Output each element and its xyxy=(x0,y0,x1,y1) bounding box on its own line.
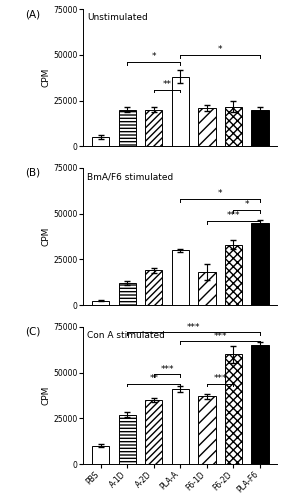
Text: ***: *** xyxy=(227,212,240,220)
Y-axis label: CPM: CPM xyxy=(42,386,51,405)
Bar xyxy=(198,272,216,305)
Text: **: ** xyxy=(163,80,171,89)
Bar xyxy=(251,345,269,464)
Bar xyxy=(172,76,189,146)
Bar xyxy=(225,245,242,305)
Bar xyxy=(92,446,110,464)
Bar xyxy=(225,107,242,146)
Text: (C): (C) xyxy=(25,327,41,337)
Text: ***: *** xyxy=(213,374,227,383)
Bar xyxy=(119,414,136,464)
Text: *: * xyxy=(245,200,249,209)
Bar xyxy=(225,354,242,464)
Bar xyxy=(251,110,269,146)
Bar xyxy=(92,137,110,146)
Bar xyxy=(198,396,216,464)
Text: *: * xyxy=(218,190,222,198)
Text: BmA/F6 stimulated: BmA/F6 stimulated xyxy=(87,172,173,181)
Text: (B): (B) xyxy=(25,168,41,178)
Y-axis label: CPM: CPM xyxy=(42,227,51,246)
Text: ***: *** xyxy=(160,364,174,374)
Text: *: * xyxy=(152,52,156,62)
Text: Unstimulated: Unstimulated xyxy=(87,13,148,22)
Bar xyxy=(251,223,269,305)
Text: *: * xyxy=(218,45,222,54)
Bar xyxy=(119,283,136,305)
Text: ***: *** xyxy=(213,332,227,340)
Bar xyxy=(92,300,110,305)
Bar xyxy=(145,270,162,305)
Bar xyxy=(119,110,136,146)
Text: ***: *** xyxy=(187,322,200,332)
Text: **: ** xyxy=(149,374,158,383)
Text: Con A stimulated: Con A stimulated xyxy=(87,331,165,340)
Bar xyxy=(145,400,162,464)
Bar xyxy=(145,110,162,146)
Bar xyxy=(172,250,189,305)
Text: (A): (A) xyxy=(25,9,41,19)
Bar xyxy=(198,108,216,146)
Bar xyxy=(172,389,189,464)
Y-axis label: CPM: CPM xyxy=(42,68,51,87)
